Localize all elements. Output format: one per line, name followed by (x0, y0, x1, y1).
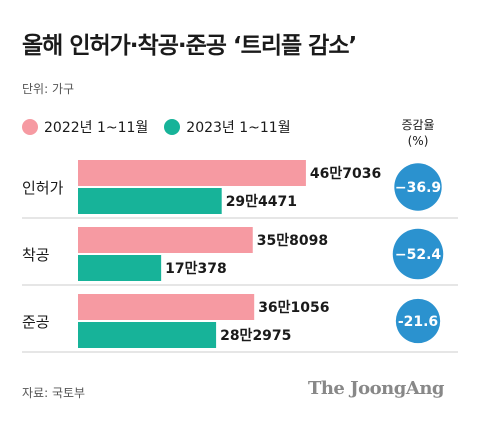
category-label: 착공 (22, 246, 50, 264)
change-rate-header-title: 증감율 (401, 118, 435, 132)
bar-2022-2 (78, 294, 255, 320)
legend: 2022년 1~11월 2023년 1~11월 (22, 117, 307, 137)
source-note: 자료: 국토부 (22, 386, 86, 400)
bar-2023-0 (78, 188, 222, 214)
unit-label: 단위: 가구 (22, 82, 75, 96)
bar-2022-0 (78, 160, 306, 186)
chart-title: 올해 인허가·착공·준공 ‘트리플 감소’ (22, 33, 357, 59)
change-label-1: −52.4 (395, 247, 442, 263)
data-label-2022-2: 36만1056 (258, 300, 329, 316)
data-label-2023-2: 28만2975 (220, 328, 291, 344)
bar-2023-2 (78, 322, 217, 348)
legend-label-2022: 2022년 1~11월 (44, 120, 149, 136)
legend-item-2022: 2022년 1~11월 (22, 117, 148, 137)
category-label: 인허가 (22, 179, 64, 197)
bar-2023-1 (78, 255, 162, 281)
data-label-2023-1: 17만378 (165, 261, 227, 277)
legend-item-2023: 2023년 1~11월 (164, 117, 291, 137)
data-label-2022-0: 46만7036 (310, 166, 381, 182)
legend-label-2023: 2023년 1~11월 (186, 120, 291, 136)
change-label-0: −36.9 (395, 180, 441, 196)
legend-swatch-2022 (22, 119, 38, 135)
legend-swatch-2023 (164, 119, 181, 135)
change-rate-header-unit: (%) (407, 134, 429, 148)
brand-logo: The JoongAng (307, 378, 445, 399)
bar-2022-1 (78, 227, 253, 253)
change-circle-1 (392, 228, 444, 280)
change-circle-2 (395, 298, 441, 344)
change-circle-0 (394, 163, 442, 211)
category-label: 준공 (22, 313, 50, 331)
data-label-2022-1: 35만8098 (257, 233, 328, 249)
change-label-2: -21.6 (398, 314, 438, 330)
data-label-2023-0: 29만4471 (226, 194, 297, 210)
change-rate-header: 증감율 (%) (388, 117, 448, 149)
